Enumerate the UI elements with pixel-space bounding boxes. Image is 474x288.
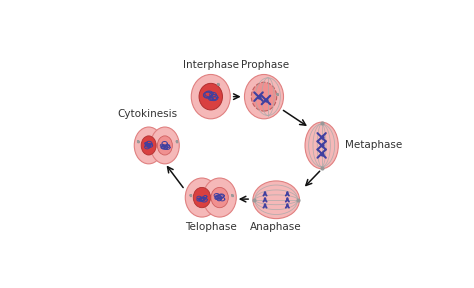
Ellipse shape <box>245 75 283 119</box>
Text: Cytokinesis: Cytokinesis <box>118 109 178 119</box>
Ellipse shape <box>199 83 222 110</box>
Ellipse shape <box>211 187 228 208</box>
Ellipse shape <box>185 178 219 217</box>
Ellipse shape <box>134 127 163 164</box>
Ellipse shape <box>253 181 300 219</box>
Ellipse shape <box>157 136 173 155</box>
Ellipse shape <box>305 122 338 169</box>
Text: Metaphase: Metaphase <box>345 141 402 150</box>
Text: Telophase: Telophase <box>185 222 237 232</box>
Text: Anaphase: Anaphase <box>250 222 302 232</box>
Text: Prophase: Prophase <box>241 60 289 70</box>
Ellipse shape <box>150 127 179 164</box>
Ellipse shape <box>141 136 156 155</box>
Text: Interphase: Interphase <box>183 60 239 70</box>
Ellipse shape <box>191 75 230 119</box>
Ellipse shape <box>203 178 236 217</box>
Ellipse shape <box>251 82 277 111</box>
Ellipse shape <box>193 187 210 208</box>
